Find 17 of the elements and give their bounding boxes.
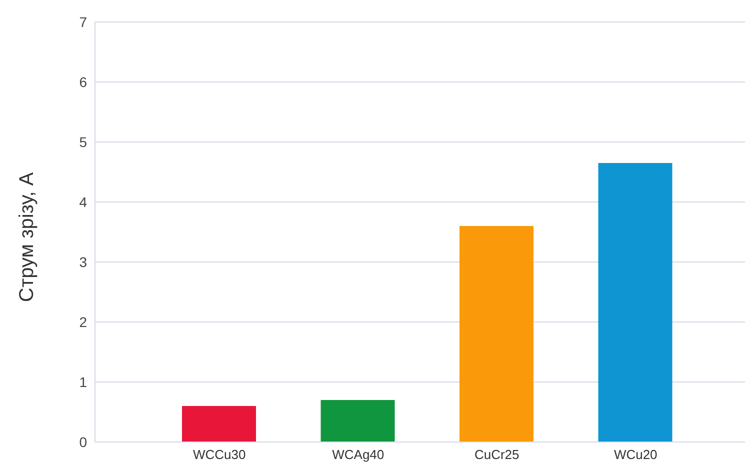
x-tick-label: CuCr25 xyxy=(474,447,520,462)
y-tick-label: 7 xyxy=(79,14,88,30)
x-tick-label: WCAg40 xyxy=(332,447,384,462)
bar xyxy=(320,400,395,442)
y-tick-label: 1 xyxy=(79,374,88,390)
bar xyxy=(598,163,672,442)
y-tick-label: 5 xyxy=(79,134,88,150)
y-tick-label: 3 xyxy=(79,254,88,270)
y-tick-label: 0 xyxy=(79,434,88,450)
y-tick-label: 4 xyxy=(79,194,88,210)
x-tick-label: WCu20 xyxy=(614,447,658,462)
x-tick-label: WCCu30 xyxy=(193,447,246,462)
y-tick-label: 6 xyxy=(79,74,88,90)
bar xyxy=(460,226,534,442)
y-tick-label: 2 xyxy=(79,314,88,330)
bar xyxy=(182,406,256,442)
y-axis-title: Струм зрізу, А xyxy=(16,172,38,302)
